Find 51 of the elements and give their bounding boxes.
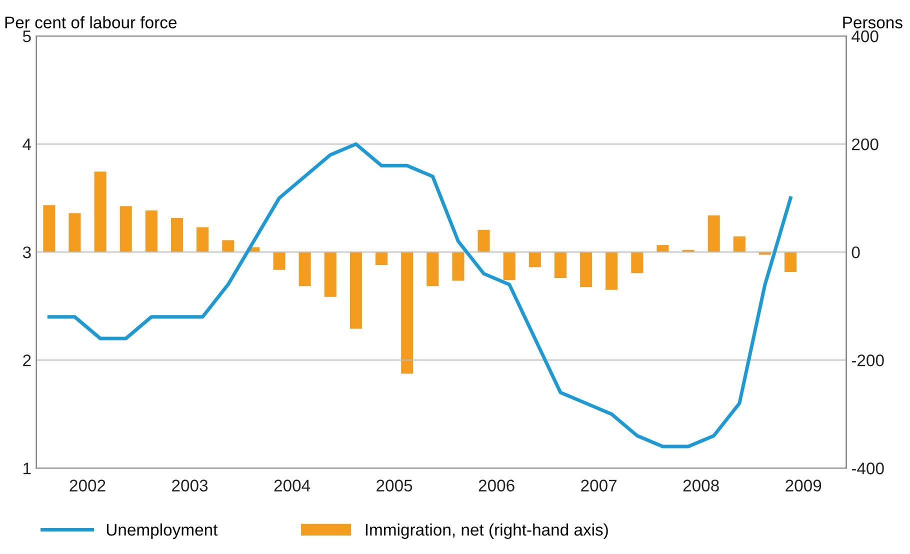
bar	[171, 218, 184, 252]
bar	[606, 252, 618, 290]
bar	[631, 252, 644, 274]
bar	[376, 252, 388, 266]
bar	[452, 252, 464, 281]
y2-axis-title: Persons	[843, 16, 902, 28]
bar	[733, 236, 746, 252]
x-tick-label: 2007	[581, 480, 617, 492]
bar	[426, 252, 439, 286]
y-tick-label: 5	[22, 30, 31, 42]
bar	[656, 245, 669, 252]
y-tick-label: 2	[23, 354, 31, 366]
bar	[273, 252, 286, 270]
x-tick-label: 2004	[274, 480, 310, 492]
x-tick-label: 2009	[786, 480, 822, 492]
legend-label: Immigration, net (right-hand axis)	[366, 523, 608, 539]
y-axis-title: Per cent of labour force	[5, 16, 177, 28]
y-tick-label: 4	[22, 138, 32, 150]
bar	[758, 252, 772, 255]
bar	[196, 227, 209, 252]
y-tick-label: 1	[24, 462, 31, 474]
x-tick-label: 2003	[172, 480, 208, 492]
legend-label: Unemployment	[106, 523, 218, 539]
bar	[503, 252, 516, 280]
bar	[43, 205, 56, 252]
bar	[68, 213, 81, 252]
bar	[580, 252, 592, 288]
x-tick-label: 2008	[683, 480, 719, 492]
y-tick-label: 3	[22, 246, 31, 258]
y2-tick-label: -400	[852, 462, 884, 474]
bar	[528, 252, 541, 268]
bar	[298, 252, 311, 286]
y2-tick-label: -200	[852, 354, 884, 366]
bar	[324, 252, 336, 297]
y2-tick-label: 0	[852, 246, 860, 258]
bar	[784, 252, 797, 272]
bar	[120, 206, 132, 252]
x-tick-label: 2005	[376, 480, 412, 492]
bar	[350, 252, 362, 329]
bar	[554, 252, 566, 278]
bar	[708, 215, 720, 252]
y2-tick-label: 200	[852, 138, 878, 150]
bar	[145, 210, 158, 252]
bar	[222, 240, 234, 252]
bar	[94, 172, 106, 252]
bar	[478, 230, 490, 252]
x-tick-label: 2006	[478, 480, 514, 492]
y2-tick-label: 400	[852, 30, 878, 42]
x-tick-label: 2002	[70, 480, 106, 492]
bar	[401, 252, 414, 374]
line-series	[47, 142, 792, 448]
